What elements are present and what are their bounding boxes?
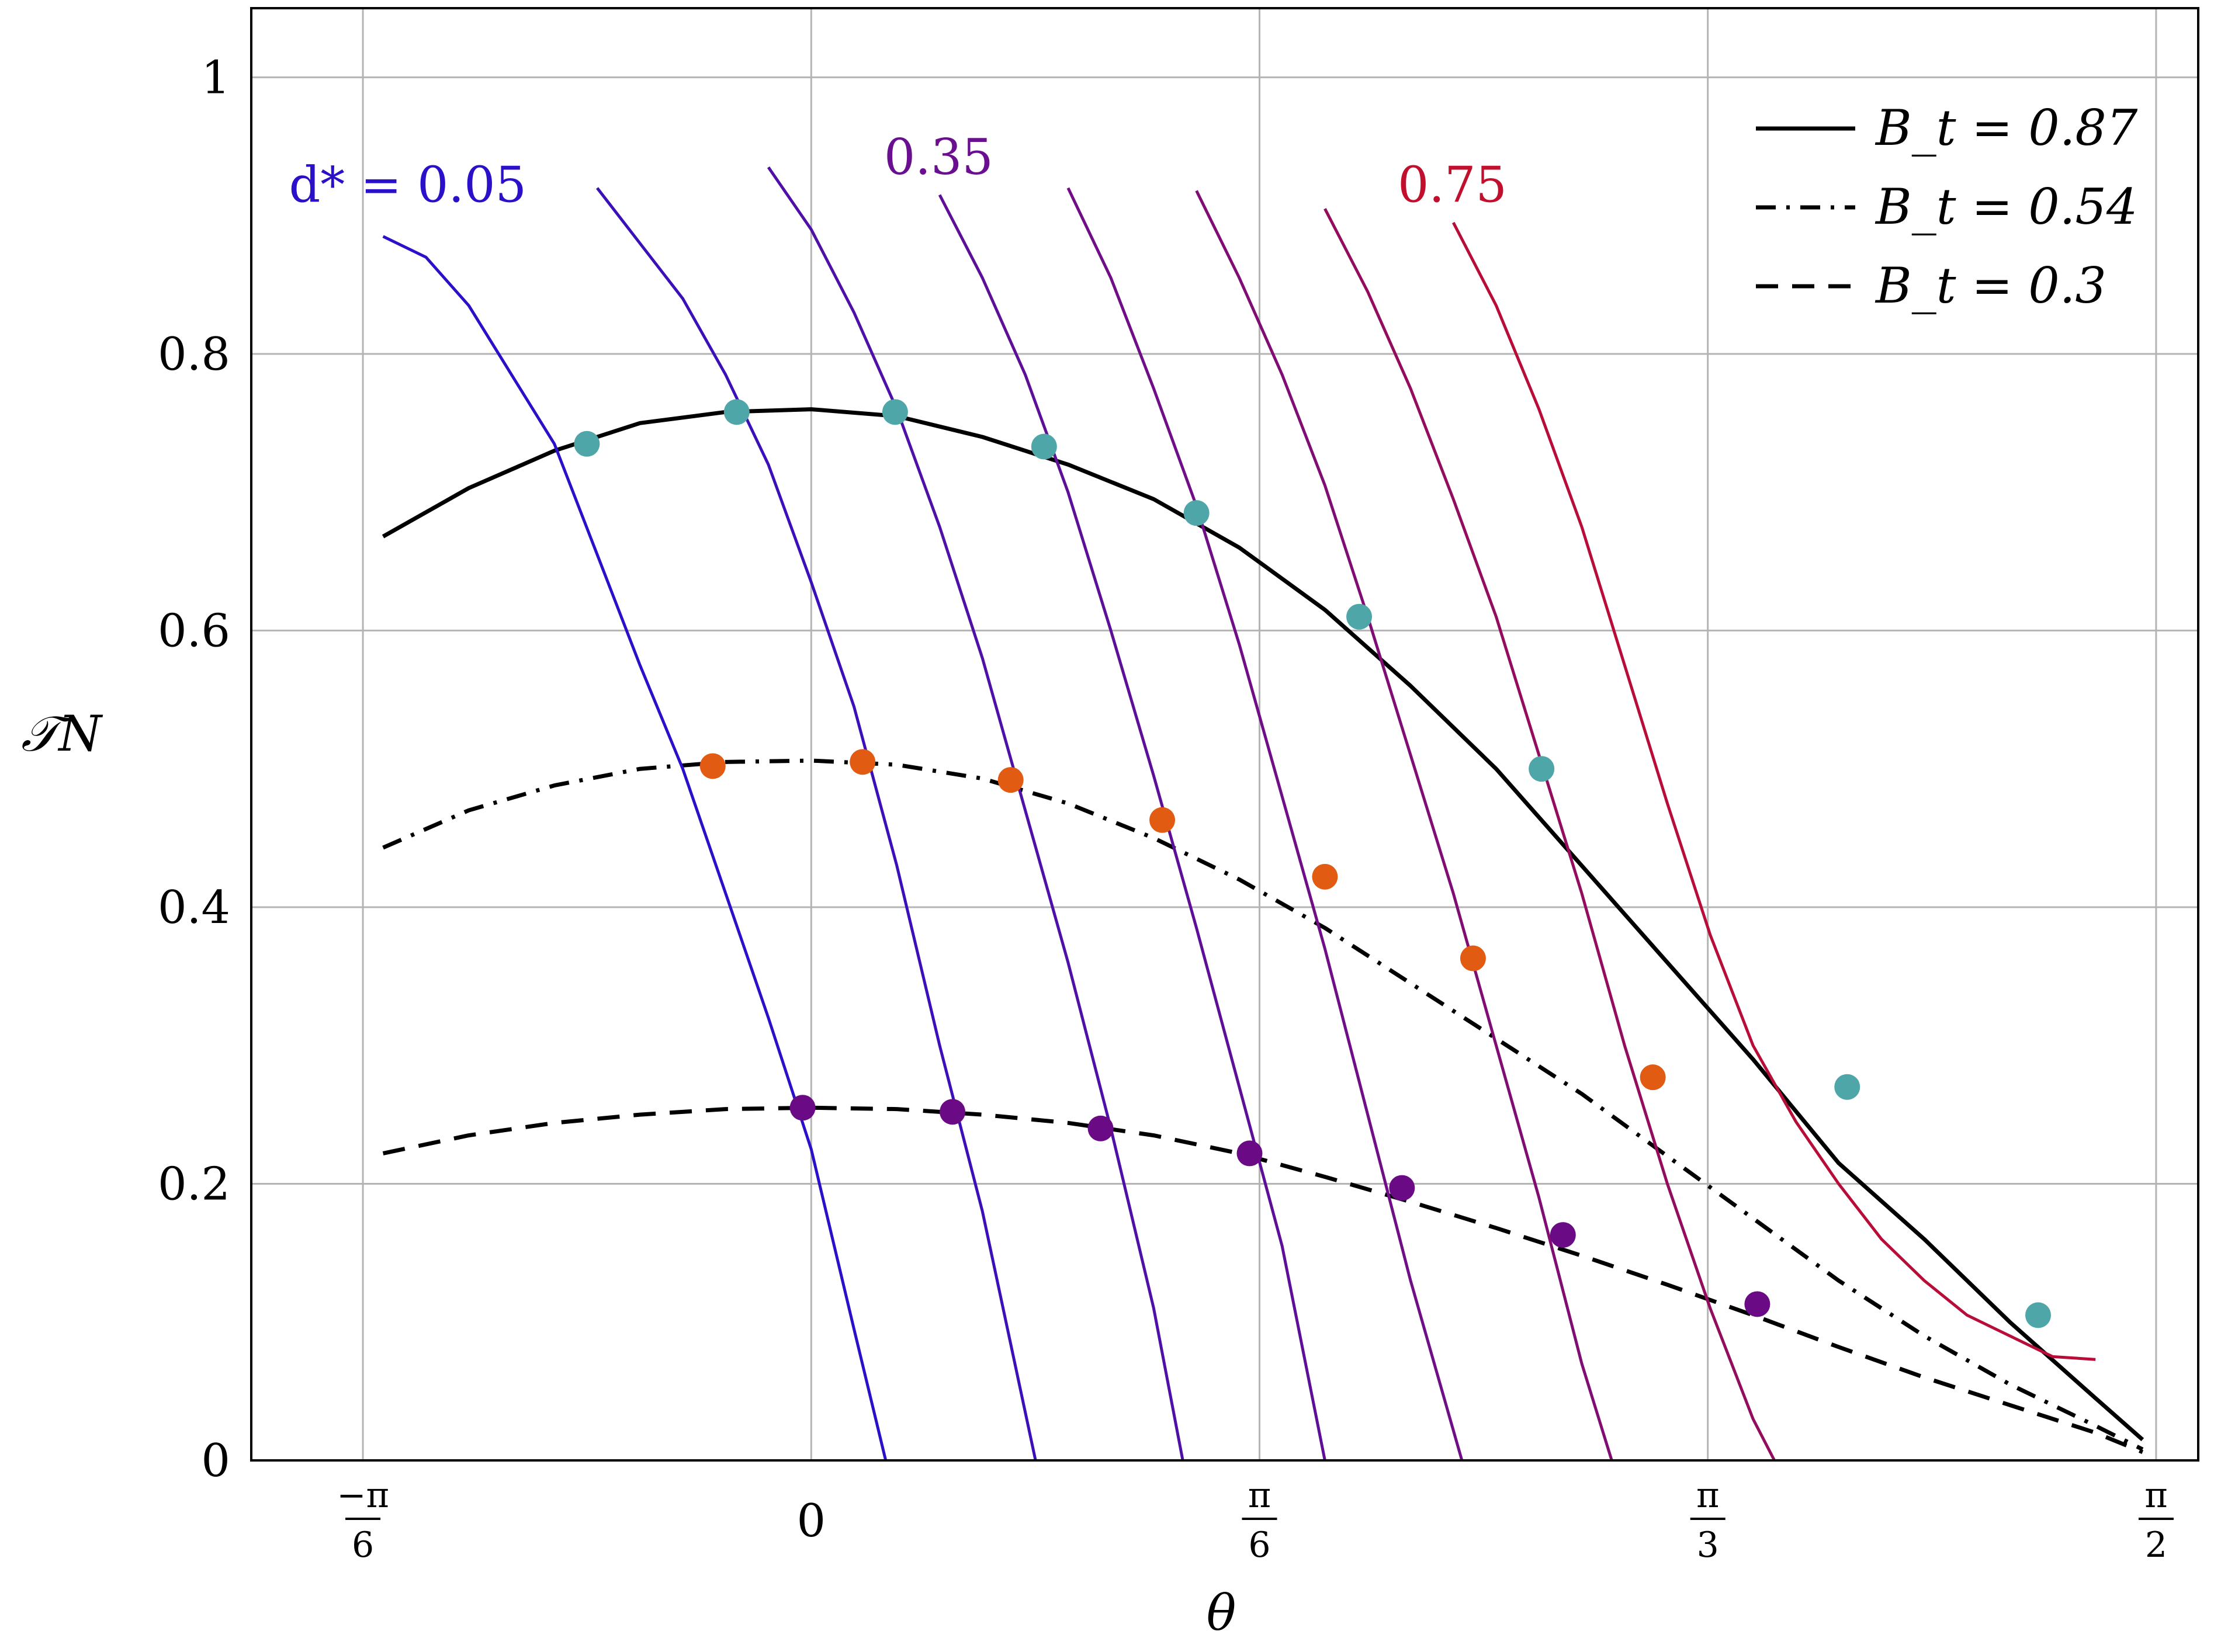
series-line-6: [938, 194, 1326, 1461]
legend-entry-2: B_t = 0.3: [1875, 257, 2106, 314]
marker-0-8: [2025, 1302, 2051, 1328]
y-tick-label-2: 0.4: [158, 881, 230, 934]
series-line-0: [382, 407, 2144, 1442]
svg-text:π: π: [1248, 1475, 1271, 1516]
series-line-3: [382, 235, 888, 1461]
marker-0-1: [723, 399, 750, 425]
marker-1-1: [850, 749, 876, 775]
x-tick-label-4: π2: [2138, 1475, 2174, 1566]
y-tick-label-5: 1: [201, 51, 230, 104]
marker-2-2: [1087, 1115, 1114, 1141]
y-tick-label-4: 0.8: [158, 328, 230, 381]
series-line-9: [1323, 208, 1776, 1462]
marker-2-6: [1744, 1291, 1770, 1317]
marker-1-2: [997, 767, 1024, 793]
marker-0-7: [1834, 1074, 1860, 1100]
series-line-1: [382, 758, 2144, 1452]
x-tick-label-0: −π 6: [337, 1475, 389, 1566]
marker-2-5: [1550, 1222, 1576, 1248]
curve-annotation-2: 0.75: [1398, 156, 1507, 213]
plot-frame: [250, 7, 2199, 1462]
marker-2-1: [940, 1099, 966, 1125]
svg-text:6: 6: [352, 1525, 374, 1566]
y-axis-label: 𝒯N: [21, 705, 103, 762]
curve-annotations: d* = 0.05 0.35 0.75: [289, 129, 1507, 213]
marker-0-0: [574, 431, 600, 457]
x-tick-label-3: π3: [1690, 1475, 1726, 1566]
marker-0-2: [882, 399, 908, 425]
series-line-8: [1195, 190, 1613, 1461]
marker-1-4: [1312, 863, 1338, 890]
x-tick-label-2: π6: [1242, 1475, 1277, 1566]
marker-1-0: [699, 753, 726, 779]
y-tick-label-3: 0.6: [158, 605, 230, 657]
svg-text:π: π: [2144, 1475, 2167, 1516]
marker-1-5: [1460, 945, 1486, 971]
marker-0-4: [1183, 500, 1210, 526]
y-tick-label-0: 0: [201, 1435, 230, 1487]
legend: B_t = 0.87 B_t = 0.54 B_t = 0.3: [1756, 99, 2138, 314]
series-line-5: [767, 166, 1184, 1461]
marker-2-3: [1236, 1140, 1263, 1167]
svg-text:0: 0: [796, 1495, 826, 1547]
marker-2-4: [1389, 1175, 1415, 1201]
curve-annotation-0: d* = 0.05: [289, 156, 526, 213]
marker-1-6: [1640, 1064, 1666, 1091]
svg-text:π: π: [1696, 1475, 1719, 1516]
series-line-2: [382, 1105, 2144, 1455]
series-line-7: [1066, 187, 1464, 1461]
x-tick-label-1: 0: [796, 1495, 826, 1547]
svg-text:2: 2: [2145, 1525, 2167, 1566]
legend-entry-0: B_t = 0.87: [1875, 99, 2138, 157]
svg-text:3: 3: [1697, 1525, 1719, 1566]
marker-0-5: [1346, 603, 1373, 630]
svg-text:−π: −π: [337, 1475, 389, 1516]
y-tick-labels: 0 0.2 0.4 0.6 0.8 1: [158, 51, 230, 1487]
marker-0-6: [1529, 756, 1555, 782]
series-line-4: [596, 187, 1037, 1461]
intersection-markers: [574, 399, 2051, 1328]
curve-annotation-1: 0.35: [884, 129, 993, 186]
legend-entry-1: B_t = 0.54: [1875, 178, 2137, 235]
marker-2-0: [789, 1095, 816, 1121]
plot-curves: [382, 166, 2144, 1462]
svg-text:6: 6: [1248, 1525, 1270, 1566]
series-line-10: [1451, 221, 2096, 1361]
y-tick-label-1: 0.2: [158, 1158, 230, 1210]
marker-1-3: [1149, 807, 1176, 833]
x-axis-label: θ: [1207, 1584, 1236, 1641]
marker-0-3: [1031, 433, 1057, 460]
